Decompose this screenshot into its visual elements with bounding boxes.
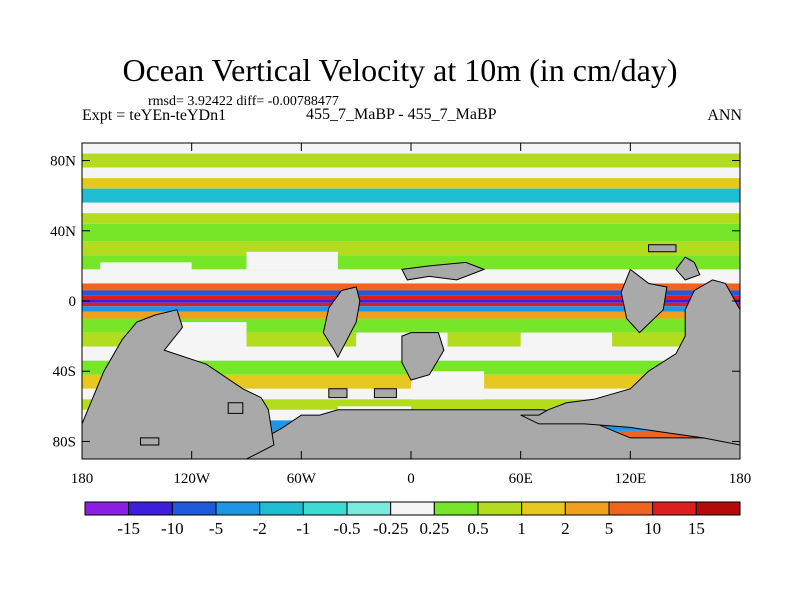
field-band <box>82 283 740 291</box>
land-east-landmass <box>520 279 740 446</box>
colorbar-label: -1 <box>296 519 310 538</box>
axes: 180 120W 60W 0 60E 120E 180 80N 40N 0 40S 80S <box>50 143 751 487</box>
colorbar-swatch <box>84 501 130 516</box>
season-label: ANN <box>707 107 742 124</box>
y-tick-label: 0 <box>69 294 77 310</box>
field-patch <box>100 262 192 280</box>
colorbar-label: -0.5 <box>334 519 361 538</box>
stats-line: rmsd= 3.92422 diff= -0.00788477 <box>148 94 339 109</box>
land-africa <box>322 286 361 359</box>
colorbar-label: 15 <box>688 519 705 538</box>
field-band <box>82 213 740 224</box>
colorbar-label: 5 <box>605 519 614 538</box>
colorbar-swatch <box>346 501 392 516</box>
colorbar-label: 0.25 <box>419 519 449 538</box>
colorbar-swatch <box>477 501 523 516</box>
colorbar-label: 2 <box>561 519 570 538</box>
field-band <box>82 295 740 300</box>
y-tick-label: 40S <box>53 364 76 380</box>
colorbar-swatch <box>608 501 654 516</box>
x-tick-label: 120E <box>614 471 646 487</box>
colorbar-label: -15 <box>117 519 140 538</box>
land-australia <box>401 332 445 381</box>
x-tick-label: 0 <box>407 471 415 487</box>
colorbar-swatch <box>521 501 566 516</box>
field-patch <box>520 332 613 354</box>
field-band <box>82 290 740 296</box>
colorbar-label: 1 <box>517 519 526 538</box>
x-tick-label: 120W <box>173 471 211 487</box>
colorbar-swatch <box>652 501 697 516</box>
velocity-field <box>82 143 740 459</box>
field-band <box>82 299 740 303</box>
land-island-d <box>373 388 397 399</box>
colorbar-swatch <box>171 501 217 516</box>
x-tick-label: 180 <box>729 471 752 487</box>
field-band <box>82 167 740 179</box>
colorbar-swatch <box>564 501 610 516</box>
land-island-a <box>648 244 677 253</box>
field-band <box>82 153 740 168</box>
colorbar-swatch <box>259 501 304 516</box>
colorbar-label: -2 <box>253 519 267 538</box>
chart-title: Ocean Vertical Velocity at 10m (in cm/da… <box>122 52 678 88</box>
land-island-f <box>227 402 244 414</box>
field-band <box>82 306 740 312</box>
colorbar-swatch <box>302 501 348 516</box>
colorbar: -15 -10 -5 -2 -1 -0.5 -0.25 0.25 0.5 1 2 5 10 15 <box>84 501 741 538</box>
x-tick-label: 60W <box>287 471 317 487</box>
case-label: 455_7_MaBP - 455_7_MaBP <box>306 106 497 123</box>
land-island-b <box>675 256 701 281</box>
colorbar-label: -5 <box>209 519 223 538</box>
field-band <box>82 302 740 307</box>
colorbar-label: -0.25 <box>373 519 408 538</box>
x-tick-label: 180 <box>71 471 94 487</box>
land-north-landmass-1 <box>401 261 486 281</box>
field-band <box>82 178 740 189</box>
field-band <box>82 399 740 410</box>
land-island-c <box>328 388 348 399</box>
field-patch <box>246 251 338 270</box>
x-tick-label: 60E <box>509 471 533 487</box>
y-tick-label: 80S <box>53 434 76 450</box>
field-band <box>82 241 740 256</box>
land-north-landmass-2 <box>620 268 668 334</box>
colorbar-label: 0.5 <box>467 519 488 538</box>
field-band <box>82 223 740 242</box>
colorbar-label: 10 <box>644 519 661 538</box>
colorbar-swatch <box>215 501 261 516</box>
land-south-america <box>82 309 275 459</box>
colorbar-swatch <box>128 501 173 516</box>
y-tick-label: 80N <box>50 154 76 170</box>
colorbar-swatch <box>390 501 435 516</box>
field-band <box>82 188 740 203</box>
colorbar-label: -10 <box>161 519 184 538</box>
colorbar-swatch <box>695 501 741 516</box>
y-tick-label: 40N <box>50 224 76 240</box>
colorbar-swatch <box>433 501 479 516</box>
experiment-label: Expt = teYEn-teYDn1 <box>82 107 227 124</box>
field-band <box>82 311 740 319</box>
field-band <box>82 202 740 214</box>
land-island-e <box>140 437 160 446</box>
